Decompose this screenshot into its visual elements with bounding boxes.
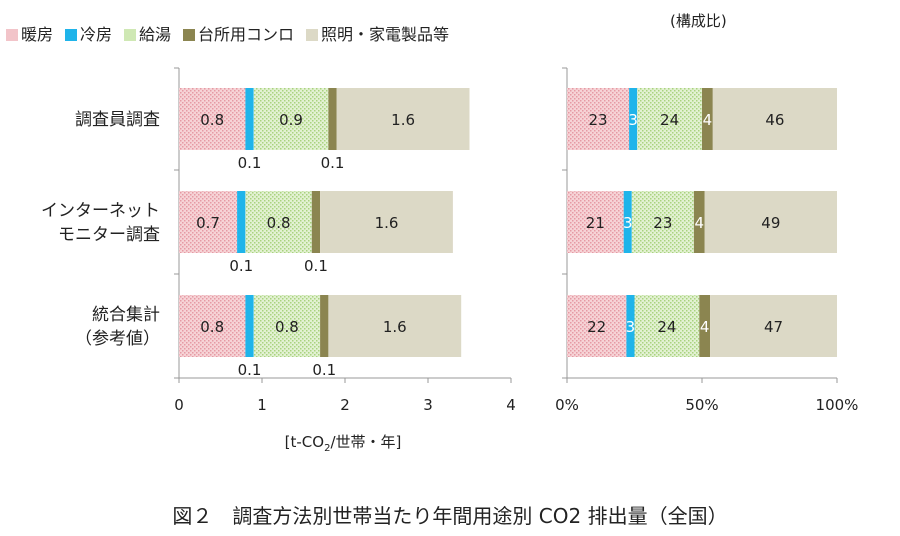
abs-label---0: 1.6 [391, 111, 415, 129]
abs-bar---0 [328, 88, 337, 150]
abs-bar---1 [179, 191, 238, 253]
pct-bar---0 [629, 88, 638, 150]
pct-label---0: 24 [660, 111, 679, 129]
abs-label---1: 0.1 [304, 257, 328, 275]
pct-x-tick-label-1: 50% [685, 396, 718, 414]
pct-bar---0 [567, 88, 630, 150]
abs-label---1: 1.6 [375, 214, 399, 232]
abs-bar---0 [253, 88, 329, 150]
pct-bar---2 [710, 295, 837, 357]
abs-label---0: 0.1 [321, 154, 345, 172]
pct-label---1: 3 [623, 214, 633, 232]
category-label-0-0: 調査員調査 [75, 110, 160, 130]
ratio-chart: 0% 50% 100% 23 3 24 4 46 21 3 23 4 49 22 3 24 4 47 [555, 67, 859, 414]
pct-label---1: 4 [695, 214, 705, 232]
legend-swatch-3 [183, 29, 195, 41]
legend: 暖房 冷房 給湯 台所用コンロ 照明・家電製品等 [6, 25, 449, 44]
legend-swatch-2 [124, 29, 136, 41]
abs-bar---0 [245, 88, 254, 150]
pct-label---0: 3 [628, 111, 638, 129]
abs-label---1: 0.1 [229, 257, 253, 275]
pct-bar---0 [712, 88, 837, 150]
pct-x-tick-label-2: 100% [816, 396, 859, 414]
abs-label---1: 0.8 [267, 214, 291, 232]
legend-label-0: 暖房 [21, 25, 53, 44]
abs-x-tick-label-2: 2 [340, 396, 350, 414]
abs-x-tick-label-3: 3 [423, 396, 433, 414]
legend-label-1: 冷房 [80, 25, 112, 44]
abs-label---1: 0.7 [196, 214, 220, 232]
legend-label-4: 照明・家電製品等 [321, 25, 449, 44]
abs-bar---0 [179, 88, 246, 150]
legend-swatch-4 [306, 29, 318, 41]
abs-bar---2 [245, 295, 254, 357]
pct-label---1: 23 [653, 214, 672, 232]
pct-label---2: 24 [657, 318, 676, 336]
abs-bar---2 [328, 295, 462, 357]
pct-label---1: 21 [586, 214, 605, 232]
legend-swatch-0 [6, 29, 18, 41]
abs-bar---0 [336, 88, 470, 150]
pct-bar---0 [637, 88, 702, 150]
pct-label---1: 49 [761, 214, 780, 232]
pct-bar---2 [634, 295, 700, 357]
pct-bar---1 [693, 191, 705, 253]
abs-label---2: 1.6 [383, 318, 407, 336]
abs-label---0: 0.9 [279, 111, 303, 129]
abs-label---2: 0.1 [312, 361, 336, 379]
legend-swatch-1 [65, 29, 77, 41]
abs-bar---1 [320, 191, 453, 253]
pct-bar---0 [702, 88, 713, 150]
pct-label---0: 4 [703, 111, 713, 129]
ratio-chart-title: (構成比) [670, 12, 727, 30]
abs-bar---1 [311, 191, 321, 253]
category-label-2-0: 統合集計 [92, 305, 160, 325]
abs-bar---2 [179, 295, 246, 357]
pct-bar---1 [623, 191, 632, 253]
abs-bar---2 [320, 295, 329, 357]
pct-bar---1 [631, 191, 694, 253]
pct-label---0: 23 [589, 111, 608, 129]
abs-label---2: 0.8 [275, 318, 299, 336]
abs-bar---1 [237, 191, 246, 253]
pct-label---2: 47 [764, 318, 783, 336]
absolute-chart: 0 1 2 3 4 0.8 0.1 0.9 0.1 1.6 0.7 0.1 0.8 0.1 1.6 0.8 0.… [174, 67, 516, 414]
pct-label---0: 46 [765, 111, 784, 129]
category-label-1-1: モニター調査 [58, 225, 160, 245]
abs-x-tick-label-0: 0 [174, 396, 184, 414]
abs-label---2: 0.1 [238, 361, 262, 379]
pct-bar---2 [626, 295, 635, 357]
pct-bar---2 [699, 295, 711, 357]
figure-caption: 図２ 調査方法別世帯当たり年間用途別 CO2 排出量（全国） [172, 504, 728, 528]
pct-label---2: 4 [700, 318, 710, 336]
legend-label-2: 給湯 [139, 25, 171, 44]
legend-label-3: 台所用コンロ [198, 25, 294, 44]
pct-bar---1 [567, 191, 624, 253]
pct-x-tick-label-0: 0% [555, 396, 579, 414]
chart: 暖房 冷房 給湯 台所用コンロ 照明・家電製品等 (構成比) 0 1 2 3 40.80.10.… [6, 12, 859, 454]
abs-bar---1 [245, 191, 312, 253]
x-axis-label: [t-CO2/世帯・年] [285, 433, 402, 454]
pct-label---2: 22 [587, 318, 606, 336]
category-label-2-1: （参考値） [75, 329, 160, 349]
pct-label---2: 3 [626, 318, 636, 336]
abs-label---2: 0.8 [200, 318, 224, 336]
abs-bar---2 [253, 295, 321, 357]
abs-x-tick-label-1: 1 [257, 396, 267, 414]
pct-bar---2 [567, 295, 627, 357]
category-label-1-0: インターネット [41, 201, 160, 221]
abs-x-tick-label-4: 4 [506, 396, 516, 414]
abs-label---0: 0.1 [238, 154, 262, 172]
abs-label---0: 0.8 [200, 111, 224, 129]
pct-bar---1 [704, 191, 837, 253]
